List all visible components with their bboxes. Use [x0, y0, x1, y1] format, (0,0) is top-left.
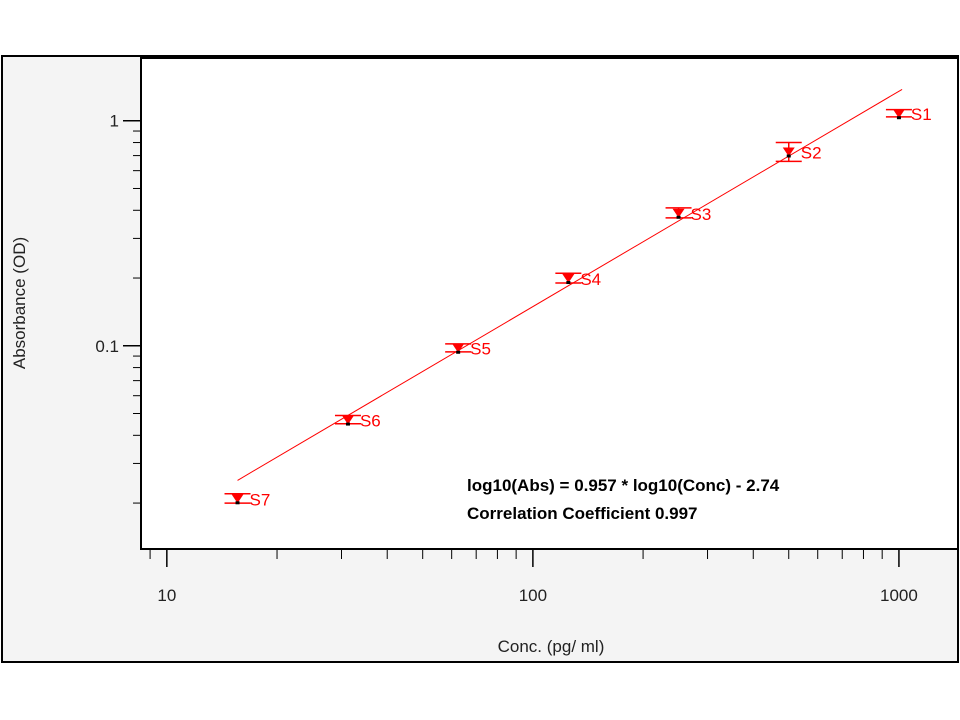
point-label: S1	[911, 105, 932, 124]
x-axis-title: Conc. (pg/ ml)	[498, 637, 605, 656]
data-point-s4: S4	[555, 270, 601, 289]
data-point-s3: S3	[665, 205, 712, 224]
y-tick-label: 1	[110, 112, 119, 131]
marker-center	[235, 501, 240, 505]
x-tick-label: 1000	[880, 586, 918, 605]
y-tick-label: 0.1	[95, 337, 119, 356]
points-layer: S1 S2 S3 S4 S5 S6 S7	[224, 105, 932, 509]
marker	[341, 415, 354, 425]
y-axis-title: Absorbance (OD)	[10, 237, 29, 369]
marker	[452, 343, 465, 353]
x-ticks: 10 100 1000	[149, 549, 918, 605]
data-point-s7: S7	[224, 490, 271, 509]
marker	[782, 147, 795, 157]
marker-center	[676, 215, 681, 219]
data-point-s1: S1	[885, 105, 932, 124]
data-point-s2: S2	[775, 141, 822, 162]
marker-center	[786, 154, 791, 158]
correlation-coefficient: Correlation Coefficient 0.997	[467, 504, 698, 523]
plot-area	[140, 57, 959, 550]
point-label: S4	[580, 270, 601, 289]
x-tick-label: 100	[519, 586, 547, 605]
data-point-s6: S6	[334, 412, 381, 431]
x-tick-label: 10	[157, 586, 176, 605]
marker	[892, 109, 905, 119]
marker-center	[896, 116, 901, 120]
point-label: S2	[801, 143, 822, 162]
y-ticks: 0.11	[95, 112, 141, 504]
marker-center	[566, 281, 571, 285]
point-label: S7	[250, 490, 271, 509]
marker	[231, 494, 244, 504]
data-point-s5: S5	[445, 340, 491, 359]
marker-center	[456, 350, 461, 354]
fit-equation: log10(Abs) = 0.957 * log10(Conc) - 2.74	[467, 476, 780, 495]
marker	[672, 208, 685, 218]
point-label: S5	[470, 340, 491, 359]
marker	[562, 274, 575, 284]
point-label: S6	[360, 412, 381, 431]
marker-center	[345, 422, 350, 426]
point-label: S3	[691, 205, 712, 224]
